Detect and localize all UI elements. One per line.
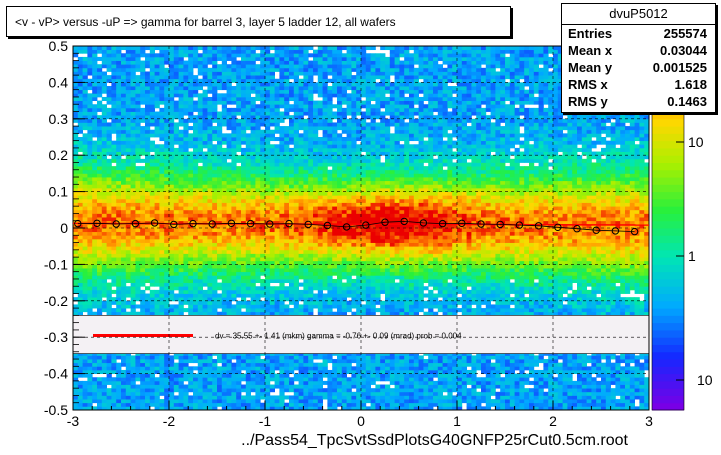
profile-point (304, 220, 312, 229)
profile-point (534, 222, 543, 230)
profile-point (362, 221, 370, 229)
y-tick-label: 0 (60, 220, 68, 236)
profile-point (419, 219, 428, 227)
profile-point (438, 219, 447, 228)
colorbar-tick-label: 10 (688, 134, 704, 150)
profile-point (342, 223, 351, 231)
stats-row: RMS y 0.1463 (562, 93, 715, 110)
y-tick-label: 0.3 (49, 111, 69, 127)
profile-point (74, 219, 82, 228)
stats-title: dvuP5012 (562, 4, 715, 25)
profile-point (93, 219, 101, 228)
profile-point (630, 227, 639, 236)
x-tick-label: 3 (645, 413, 653, 429)
profile-point (573, 225, 581, 233)
y-tick-label: 0.5 (49, 38, 69, 54)
profile-point (458, 219, 466, 228)
profile-point (170, 220, 178, 229)
y-tick-label: 0.4 (49, 74, 69, 90)
stats-row: RMS x 1.618 (562, 76, 715, 93)
profile-point (496, 220, 504, 229)
profile-point (515, 221, 524, 229)
x-tick-label: -2 (163, 413, 176, 429)
profile-point (611, 227, 620, 235)
profile-point (477, 220, 485, 228)
profile-point (246, 219, 255, 228)
stats-value: 0.001525 (652, 60, 707, 75)
y-tick-label: -0.4 (44, 366, 68, 382)
stats-value: 0.03044 (660, 43, 707, 58)
y-tick-label: -0.2 (44, 293, 68, 309)
plot-title: <v - vP> versus -uP => gamma for barrel … (6, 6, 511, 37)
x-tick-label: -1 (259, 413, 272, 429)
stats-key: Mean x (568, 43, 613, 58)
grid-lines (73, 46, 649, 410)
profile-point (131, 219, 140, 228)
x-tick-label: 0 (357, 413, 365, 429)
profile-point (554, 223, 562, 232)
stats-row: Entries 255574 (562, 25, 715, 42)
y-tick-label: -0.3 (44, 329, 68, 345)
axis-ticks: -3 -2 -1 0 1 2 3 -0.5 -0.4 -0.3 -0.2 -0.1 0 0.1 0.2 0.3… (44, 38, 653, 429)
profile-point (592, 226, 600, 234)
profile-point (227, 219, 236, 228)
x-tick-label: 2 (549, 413, 557, 429)
profile-point (112, 220, 120, 228)
profile-point (381, 218, 389, 226)
stats-row: Mean x 0.03044 (562, 42, 715, 59)
stats-key: RMS x (568, 77, 608, 92)
stats-box: dvuP5012 Entries 255574 Mean x 0.03044 M… (561, 3, 716, 113)
profile-point (285, 219, 293, 228)
colorbar-tick-label: 1 (688, 248, 696, 264)
x-axis-title: ../Pass54_TpcSvtSsdPlotsG40GNFP25rCut0.5… (241, 432, 628, 449)
fit-legend-text: dv = 35.55 +- 1.41 (mkm) gamma = -0.76 +… (215, 331, 462, 340)
stats-value: 0.1463 (667, 94, 707, 109)
stats-row: Mean y 0.001525 (562, 59, 715, 76)
profile-point (323, 221, 332, 230)
y-tick-label: 0.2 (49, 147, 69, 163)
y-tick-label: -0.1 (44, 256, 68, 272)
stats-key: Mean y (568, 60, 613, 75)
x-tick-label: -3 (67, 413, 80, 429)
stats-value: 255574 (663, 26, 707, 41)
stats-key: Entries (568, 26, 613, 41)
profile-point (189, 219, 197, 228)
y-tick-label: -0.5 (44, 402, 68, 418)
profile-point (150, 219, 159, 227)
y-tick-label: 0.1 (49, 184, 69, 200)
profile-point (266, 220, 274, 228)
colorbar-tick-label: 10 (697, 372, 713, 388)
profile-markers (74, 217, 639, 236)
profile-point (400, 217, 408, 226)
stats-key: RMS y (568, 94, 608, 109)
x-tick-label: 1 (453, 413, 461, 429)
stats-value: 1.618 (674, 77, 707, 92)
profile-point (208, 220, 216, 228)
